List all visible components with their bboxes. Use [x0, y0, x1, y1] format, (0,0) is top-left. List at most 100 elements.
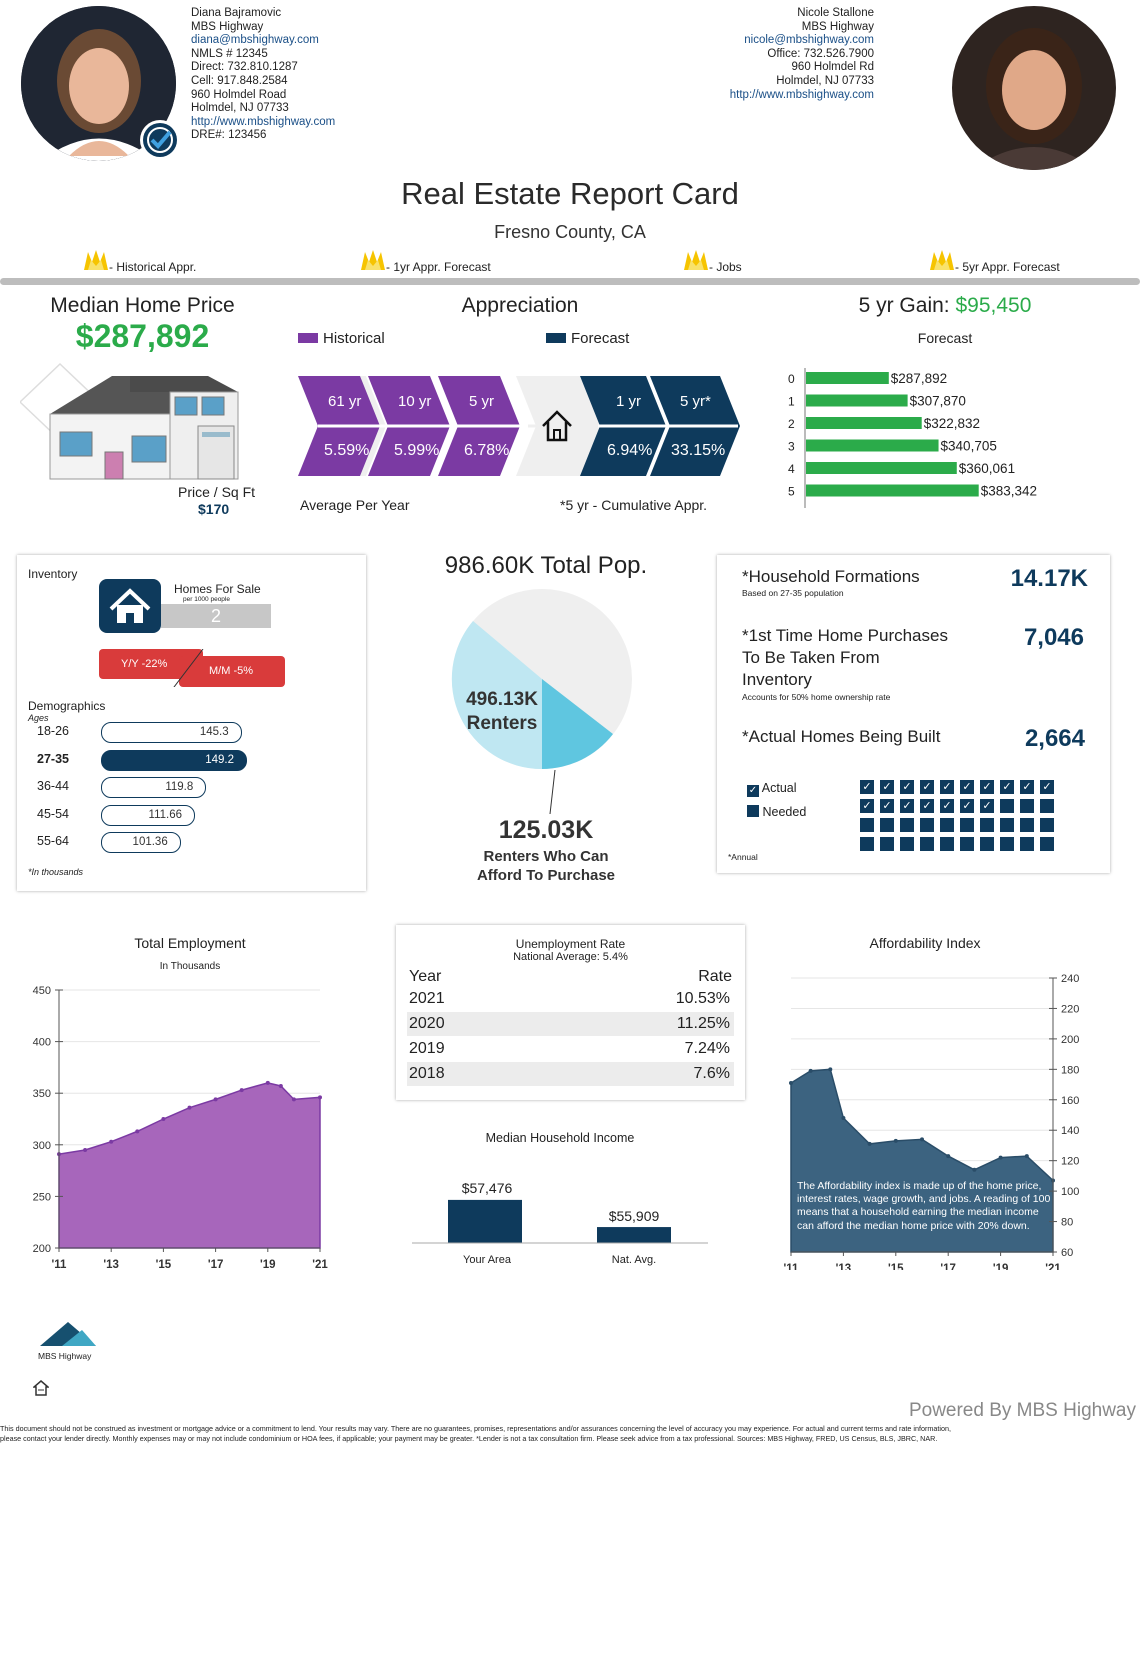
hist-period-2: 5 yr	[469, 393, 495, 410]
checkbox-icon: ✓	[900, 799, 914, 813]
gain-bar-label: $383,342	[981, 484, 1037, 499]
income-bar	[448, 1199, 522, 1243]
hist-period-1: 10 yr	[398, 393, 432, 410]
income-title: Median Household Income	[485, 1131, 635, 1145]
square-icon	[1040, 799, 1054, 813]
first-time-label: *1st Time Home Purchases To Be Taken Fro…	[742, 626, 948, 689]
agent-left-website[interactable]: http://www.mbshighway.com	[191, 115, 336, 128]
row-rate: 7.24%	[684, 1040, 730, 1057]
gain-bar	[806, 372, 889, 384]
equal-housing-icon	[31, 1380, 51, 1401]
flame-icon	[930, 250, 954, 270]
checkbox-icon: ✓	[980, 799, 994, 813]
home-icon	[542, 410, 572, 442]
verified-badge-icon	[140, 120, 180, 160]
square-icon	[860, 837, 874, 851]
data-point	[187, 1105, 192, 1110]
x-tick-label: '21	[312, 1259, 328, 1270]
x-tick-label: '11	[784, 1263, 799, 1270]
afford-label-1: Renters Who Can	[483, 848, 609, 865]
unemployment-card: Unemployment Rate National Average: 5.4%…	[396, 925, 745, 1100]
disclaimer: This document should not be construed as…	[0, 1424, 951, 1443]
hist-rate-0: 5.59%	[324, 442, 370, 459]
agent-right-website[interactable]: http://www.mbshighway.com	[729, 88, 874, 101]
affordability-note: The Affordability index is made up of th…	[797, 1180, 1051, 1232]
x-tick-label: '13	[103, 1259, 119, 1270]
data-point	[265, 1080, 270, 1085]
data-point	[213, 1097, 218, 1102]
yoy-badge: Y/Y -22% M/M -5%	[99, 649, 285, 687]
square-icon	[960, 818, 974, 832]
legend-row: - Historical Appr. - 1yr Appr. Forecast …	[0, 246, 1140, 276]
table-row: 2021 10.53%	[407, 987, 734, 1011]
income-your-label: Your Area	[463, 1254, 511, 1266]
flame-icon	[361, 250, 385, 270]
gain-bar-chart: $287,892 0 $307,870 1 $322,832 2 $340,705 3 $360…	[788, 368, 1037, 508]
agent-right-email[interactable]: nicole@mbshighway.com	[744, 34, 874, 47]
fc-rate-1: 33.15%	[671, 442, 726, 459]
age-row: 36-44 119.8	[17, 776, 357, 798]
legend-item-historical: - Historical Appr.	[82, 248, 196, 277]
y-tick-label: 180	[1061, 1064, 1079, 1076]
age-row: 45-54 111.66	[17, 804, 357, 826]
employment-title: Total Employment	[134, 935, 246, 951]
agent-left-info: Diana Bajramovic MBS Highway diana@mbshi…	[191, 7, 335, 143]
row-year: 2020	[409, 1015, 445, 1032]
agent-right-name: Nicole Stallone	[797, 7, 874, 19]
y-tick-label: 250	[33, 1191, 51, 1203]
homes-grid: ✓ ✓ ✓ ✓ ✓ ✓ ✓ ✓ ✓ ✓ ✓ ✓ ✓ ✓ ✓ ✓ ✓	[860, 780, 1060, 856]
population-pie	[451, 589, 632, 770]
row-year: 2021	[409, 990, 445, 1007]
appreciation-footer-right: *5 yr - Cumulative Appr.	[560, 497, 708, 513]
checkbox-icon: ✓	[920, 780, 934, 794]
annual-footnote: *Annual	[728, 852, 758, 862]
y-tick-label: 120	[1061, 1156, 1079, 1168]
income-your-value: $57,476	[461, 1180, 513, 1196]
checkbox-icon: ✓	[880, 799, 894, 813]
house-illustration	[18, 352, 240, 489]
gain-forecast-label: Forecast	[917, 330, 973, 346]
row-rate: 10.53%	[675, 990, 730, 1007]
afford-value: 125.03K	[498, 816, 594, 844]
square-icon	[920, 818, 934, 832]
age-bar: 149.2	[101, 749, 247, 771]
gain-year-label: 5	[788, 485, 795, 499]
formations-value: 14.17K	[1010, 565, 1088, 592]
first-time-value: 7,046	[1023, 624, 1084, 651]
fc-period-0: 1 yr	[616, 393, 642, 410]
y-tick-label: 450	[33, 985, 51, 997]
age-range-label: 18-26	[37, 724, 69, 738]
data-point	[841, 1116, 846, 1121]
agent-left-nmls: NMLS # 12345	[191, 47, 268, 60]
hist-rate-1: 5.99%	[394, 442, 440, 459]
checkbox-icon: ✓	[1040, 780, 1054, 794]
gain-bar	[806, 394, 908, 407]
x-tick-label: '17	[940, 1263, 956, 1270]
data-point	[998, 1155, 1003, 1160]
checkbox-icon: ✓	[980, 780, 994, 794]
data-point	[291, 1097, 296, 1102]
square-icon	[860, 818, 874, 832]
data-point	[161, 1117, 166, 1121]
gain-bar-label: $307,870	[910, 394, 966, 409]
gain-bar-label: $340,705	[941, 439, 997, 454]
homes-for-sale-label: Homes For Sale	[174, 582, 261, 596]
gain-bar	[806, 484, 979, 497]
affordability-title: Affordability Index	[869, 935, 981, 951]
agent-left-email[interactable]: diana@mbshighway.com	[191, 34, 319, 47]
legend-needed: Needed	[747, 805, 806, 819]
data-point	[278, 1083, 283, 1088]
checkbox-icon: ✓	[1000, 780, 1014, 794]
income-bar-chart	[412, 1199, 708, 1244]
y-tick-label: 100	[1061, 1186, 1079, 1198]
square-icon	[940, 837, 954, 851]
ages-label: Ages	[28, 713, 49, 723]
legend-item-5yr: - 5yr Appr. Forecast	[928, 248, 1060, 277]
page-subtitle: Fresno County, CA	[494, 222, 646, 242]
gain-bar-label: $287,892	[891, 371, 947, 386]
data-point	[135, 1129, 140, 1134]
square-icon	[1000, 837, 1014, 851]
checkbox-icon: ✓	[960, 799, 974, 813]
checkbox-icon: ✓	[860, 799, 874, 813]
income-nat-label: Nat. Avg.	[611, 1254, 657, 1266]
